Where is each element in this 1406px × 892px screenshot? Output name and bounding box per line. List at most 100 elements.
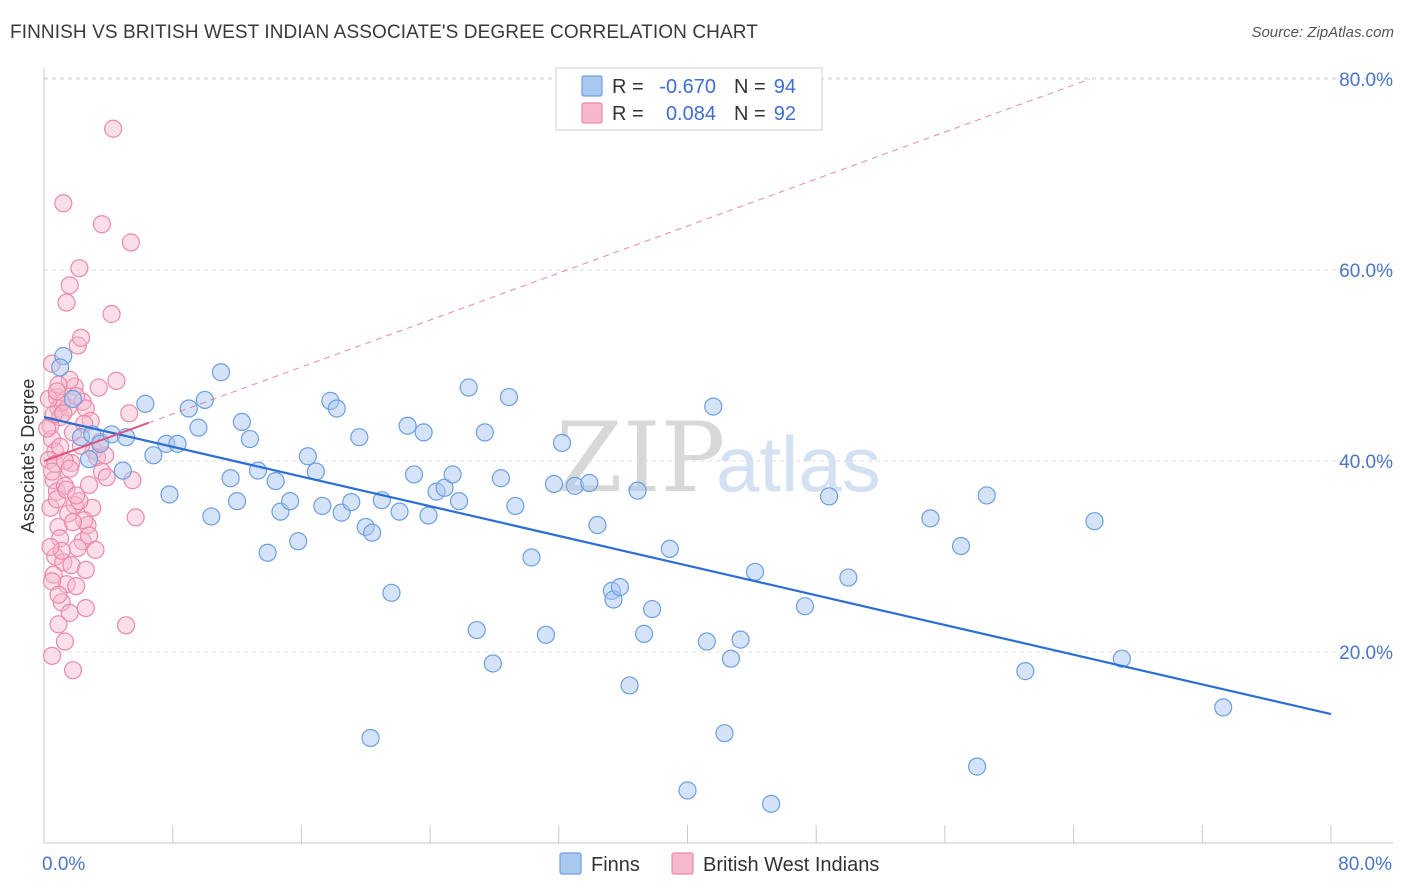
finns-point (136, 394, 155, 413)
y-tick-label: 20.0% (1339, 643, 1393, 664)
series-bwi-points (38, 119, 145, 680)
bwi-point (47, 490, 66, 509)
finns-point (506, 496, 525, 516)
bwi-point (86, 540, 105, 559)
bottom-legend-swatch-bwi (671, 852, 694, 875)
axes: 20.0% 40.0% 60.0% 80.0% (43, 68, 1393, 844)
bwi-point (55, 632, 75, 651)
finns-point (449, 492, 469, 511)
finns-point (536, 625, 556, 644)
bwi-point (97, 468, 116, 487)
finns-point (467, 620, 486, 640)
bwi-point (42, 646, 62, 665)
series-legend: Finns British West Indians (559, 852, 879, 876)
finns-point (404, 465, 424, 484)
finns-point (363, 523, 382, 542)
bottom-legend-finns: Finns (591, 854, 640, 876)
finns-point (189, 418, 208, 437)
bwi-point (44, 565, 63, 584)
legend-n-value-finns: 94 (774, 76, 796, 98)
bwi-point (104, 119, 123, 138)
bwi-point (57, 480, 76, 499)
bwi-point (67, 486, 86, 505)
legend-r-label-finns: R = (612, 76, 644, 98)
legend-swatch-bwi (581, 102, 603, 124)
bwi-point (126, 508, 145, 527)
bwi-point (63, 513, 83, 532)
finns-point (704, 397, 723, 416)
finns-point (580, 473, 599, 493)
finns-point (715, 724, 734, 743)
bwi-point (54, 194, 73, 213)
finns-point (491, 469, 510, 488)
finns-point (544, 474, 564, 494)
finns-point (762, 794, 781, 813)
finns-point (483, 654, 502, 673)
bwi-point (70, 259, 89, 278)
bwi-point (47, 382, 66, 401)
finns-point (258, 543, 277, 562)
finns-point (1214, 698, 1233, 717)
legend-n-label-bwi: N = (734, 103, 766, 125)
finns-point (298, 447, 317, 466)
finns-point (382, 583, 401, 602)
legend-r-label-bwi: R = (612, 103, 644, 125)
finns-point (266, 472, 285, 491)
finns-point (63, 389, 83, 409)
legend-r-value-finns: -0.670 (659, 76, 716, 98)
finns-point (414, 423, 433, 442)
bwi-point (121, 233, 140, 252)
bwi-point (89, 378, 108, 397)
finns-point (697, 632, 716, 651)
bottom-legend-bwi: British West Indians (703, 854, 879, 876)
finns-point (79, 450, 99, 469)
source-label: Source: ZipAtlas.com (1251, 24, 1394, 41)
finns-point (211, 363, 231, 382)
finns-point (113, 461, 132, 480)
finns-point (160, 485, 179, 504)
bwi-point (76, 560, 95, 580)
watermark-atlas: atlas (716, 420, 881, 508)
finns-point (435, 478, 454, 497)
y-tick-label: 80.0% (1339, 70, 1393, 91)
legend-n-label-finns: N = (734, 76, 766, 98)
finns-point (240, 429, 260, 449)
finns-point (232, 412, 251, 431)
finns-point (678, 781, 697, 800)
finns-point (839, 568, 858, 587)
bwi-trend-extension (148, 78, 1090, 424)
finns-point (313, 496, 332, 516)
legend-n-value-bwi: 92 (774, 103, 796, 125)
finns-point (50, 358, 70, 377)
bwi-point (79, 475, 99, 495)
finns-point (475, 423, 494, 442)
finns-point (634, 624, 654, 643)
grid-lines (44, 77, 1393, 653)
y-axis-label: Associate's Degree (18, 379, 38, 534)
trend-lines (43, 78, 1332, 716)
bwi-point (41, 416, 60, 435)
bwi-point (71, 328, 91, 347)
finns-point (350, 428, 369, 447)
finns-point (620, 676, 639, 695)
bwi-point (49, 585, 68, 604)
bwi-point (60, 276, 79, 295)
watermark: ZIP atlas (556, 402, 881, 514)
finns-point (951, 536, 971, 556)
finns-point (819, 487, 839, 506)
bwi-point (63, 661, 83, 680)
finns-point (921, 509, 940, 528)
bwi-point (49, 615, 68, 634)
finns-point (1112, 649, 1131, 668)
chart-title: FINNISH VS BRITISH WEST INDIAN ASSOCIATE… (10, 22, 758, 43)
finns-point (289, 532, 308, 551)
finns-point (144, 446, 163, 465)
y-tick-label: 60.0% (1339, 261, 1393, 282)
bwi-trend-line (43, 421, 149, 462)
finns-point (221, 469, 240, 488)
finns-point (281, 492, 300, 511)
bwi-point (42, 462, 62, 481)
finns-point (721, 649, 741, 668)
finns-point (795, 597, 815, 616)
